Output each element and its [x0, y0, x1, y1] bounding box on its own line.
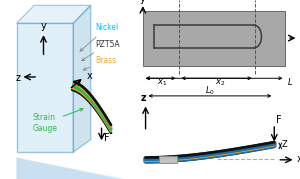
Text: F: F: [104, 133, 110, 143]
Text: x: x: [87, 71, 92, 81]
Text: z: z: [141, 93, 147, 103]
Text: z: z: [15, 72, 20, 83]
Bar: [159, 156, 177, 163]
Text: x: x: [297, 154, 300, 164]
Text: $x_1$: $x_1$: [158, 78, 168, 88]
Bar: [143, 11, 285, 66]
Text: y: y: [41, 21, 46, 31]
Polygon shape: [16, 158, 124, 179]
Text: $x_2$: $x_2$: [215, 78, 225, 88]
Polygon shape: [16, 23, 73, 152]
Text: Z: Z: [282, 140, 288, 149]
Text: $L$: $L$: [287, 76, 293, 87]
Text: Nickel: Nickel: [80, 23, 118, 51]
Text: Strain
Gauge: Strain Gauge: [33, 108, 83, 133]
Text: PZT5A: PZT5A: [82, 40, 119, 61]
Text: Brass: Brass: [83, 56, 116, 70]
Text: y: y: [140, 0, 146, 4]
Polygon shape: [16, 158, 118, 179]
Text: F: F: [276, 115, 281, 125]
Text: $L_0$: $L_0$: [206, 84, 215, 97]
Polygon shape: [73, 5, 91, 152]
Polygon shape: [16, 5, 91, 23]
